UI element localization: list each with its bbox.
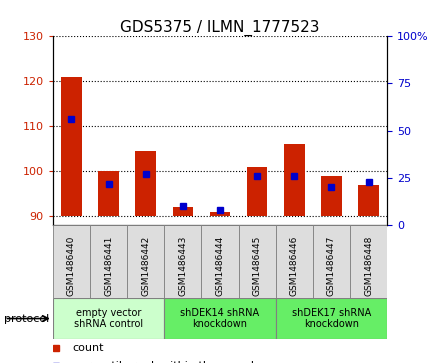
Bar (210, 212, 230, 216)
Bar (313, 225, 350, 298)
Bar (321, 176, 342, 216)
Bar (61, 77, 81, 216)
Text: protocol: protocol (4, 314, 50, 323)
Bar (90, 225, 127, 298)
Bar (276, 298, 387, 339)
Text: GSM1486446: GSM1486446 (290, 236, 299, 296)
Bar (164, 225, 202, 298)
Bar (247, 167, 268, 216)
Text: GSM1486441: GSM1486441 (104, 236, 113, 296)
Text: GSM1486445: GSM1486445 (253, 236, 262, 296)
Bar (276, 225, 313, 298)
Text: GSM1486442: GSM1486442 (141, 236, 150, 296)
Bar (53, 298, 164, 339)
Bar (359, 185, 379, 216)
Text: GSM1486447: GSM1486447 (327, 236, 336, 296)
Text: GSM1486443: GSM1486443 (178, 236, 187, 296)
Text: shDEK17 shRNA
knockdown: shDEK17 shRNA knockdown (292, 308, 371, 329)
Text: empty vector
shRNA control: empty vector shRNA control (74, 308, 143, 329)
Bar (284, 144, 304, 216)
Bar (53, 225, 90, 298)
Bar (238, 225, 276, 298)
Bar (98, 171, 119, 216)
Text: shDEK14 shRNA
knockdown: shDEK14 shRNA knockdown (180, 308, 260, 329)
Text: GSM1486440: GSM1486440 (67, 236, 76, 296)
Text: GDS5375 / ILMN_1777523: GDS5375 / ILMN_1777523 (120, 20, 320, 36)
Text: percentile rank within the sample: percentile rank within the sample (73, 360, 261, 363)
Bar (202, 225, 238, 298)
Text: GSM1486448: GSM1486448 (364, 236, 373, 296)
Bar (164, 298, 276, 339)
Bar (172, 207, 193, 216)
Text: count: count (73, 343, 104, 352)
Text: GSM1486444: GSM1486444 (216, 236, 224, 296)
Bar (127, 225, 164, 298)
Bar (350, 225, 387, 298)
Bar (136, 151, 156, 216)
